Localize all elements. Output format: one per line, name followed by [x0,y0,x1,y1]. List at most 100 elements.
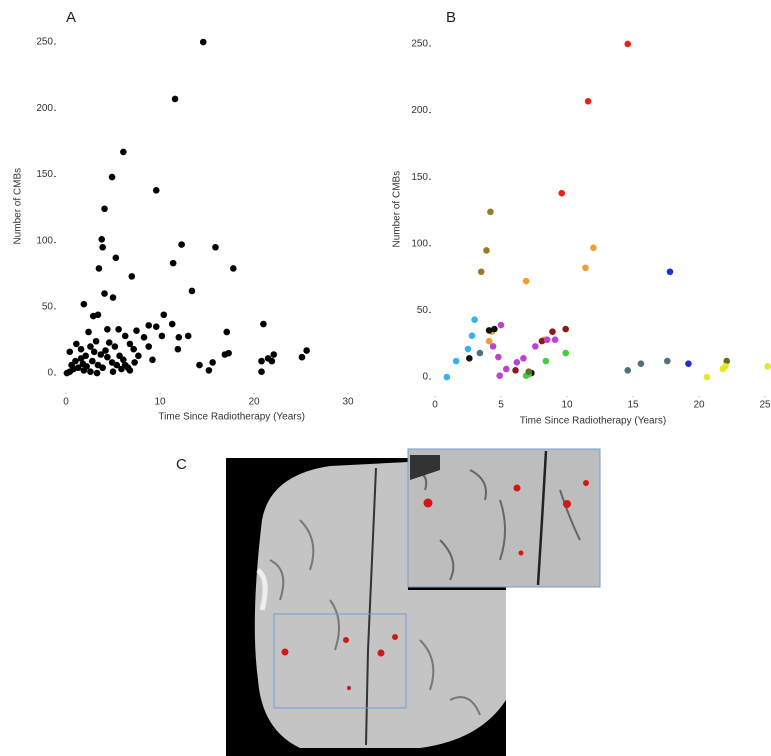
y-tick-label: 250 [411,39,428,50]
x-tick-label: 20 [693,400,705,411]
point [66,349,73,356]
point [96,265,103,272]
point [78,346,85,353]
point [122,333,129,340]
x-axis-title: Time Since Radiotherapy (Years) [158,412,305,423]
point [444,374,451,381]
point [532,343,539,350]
x-tick-label: 10 [561,400,573,411]
x-tick-label: 0 [63,397,69,408]
point [127,341,134,348]
y-tick-label: 200 [36,103,53,114]
point [98,236,105,243]
point [120,149,127,156]
point [99,364,106,371]
point [490,343,497,350]
figure-canvas: C A0501001502002500102030Time Since Radi… [0,0,771,756]
x-tick-label: 0 [432,400,438,411]
point [112,343,119,350]
point [466,355,473,362]
point [685,360,692,367]
point [101,206,108,213]
point [120,356,127,363]
point [486,338,493,345]
point [549,328,556,335]
point [176,334,183,341]
point [258,358,265,365]
point [85,329,92,336]
point [258,368,265,375]
y-tick-label: 100 [411,238,428,249]
point [68,362,75,369]
point [303,347,310,354]
panel-label: B [446,9,456,26]
point [544,336,551,343]
point [465,346,472,353]
point [477,350,484,357]
y-axis-title: Number of CMBs [13,168,24,245]
point [178,241,185,248]
point [722,363,729,370]
point [169,321,176,328]
point [153,187,160,194]
point [95,311,102,318]
point [498,322,505,329]
point [453,358,460,365]
point [523,278,530,285]
point [149,356,156,363]
point [764,363,771,370]
point [129,273,136,280]
y-tick-label: 50 [417,305,429,316]
point [624,367,631,374]
point [558,190,565,197]
panel-label: C [176,456,187,473]
point [260,321,267,328]
point [206,367,213,374]
point [269,358,276,365]
point [491,326,498,333]
point [160,311,167,318]
point [230,265,237,272]
point [200,39,207,46]
point [503,366,510,373]
point [562,350,569,357]
point [130,346,137,353]
point [223,329,230,336]
point [209,359,216,366]
point [175,346,182,353]
point [270,351,277,358]
x-tick-label: 5 [498,400,504,411]
point [552,336,559,343]
point [520,355,527,362]
point [478,268,485,275]
point [113,255,120,262]
point [125,364,132,371]
point [170,260,177,267]
x-tick-label: 30 [342,397,354,408]
point [495,354,502,361]
y-tick-label: 100 [36,235,53,246]
y-tick-label: 200 [411,105,428,116]
point [135,353,142,360]
point [82,353,89,360]
point [196,362,203,369]
y-tick-label: 250 [36,37,53,48]
point [91,349,98,356]
point [514,359,521,366]
point [159,333,166,340]
mri-image [226,449,600,756]
point [664,358,671,365]
y-tick-label: 50 [42,301,54,312]
point [543,358,550,365]
point [81,301,88,308]
point [141,334,148,341]
point [496,372,503,379]
point [101,290,108,297]
point [212,244,219,251]
x-tick-label: 20 [248,397,260,408]
x-axis-title: Time Since Radiotherapy (Years) [520,416,667,427]
x-tick-label: 15 [627,400,639,411]
point [483,247,490,254]
point [73,341,80,348]
point [87,343,94,350]
